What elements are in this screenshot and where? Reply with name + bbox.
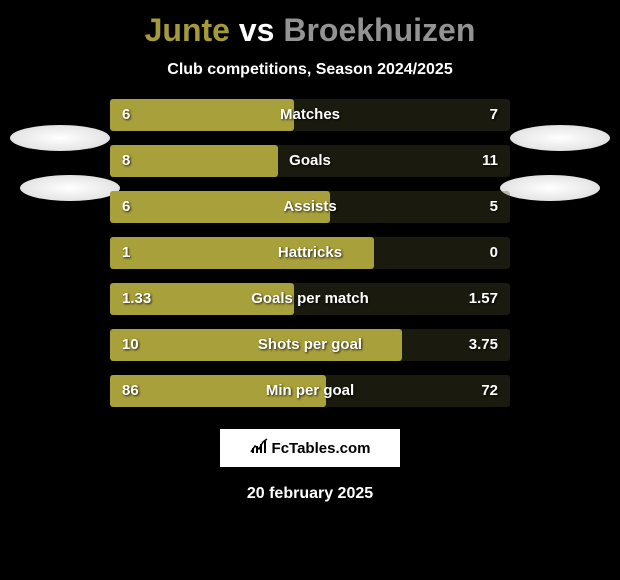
stat-label: Hattricks [110, 237, 510, 269]
chart-icon [250, 437, 268, 460]
stat-value-right: 1.57 [469, 283, 498, 315]
stat-label: Min per goal [110, 375, 510, 407]
stat-value-right: 0 [490, 237, 498, 269]
decorative-ellipse [20, 175, 120, 201]
stat-value-right: 72 [481, 375, 498, 407]
stat-value-right: 7 [490, 99, 498, 131]
stat-label: Shots per goal [110, 329, 510, 361]
stat-label: Goals [110, 145, 510, 177]
stat-value-right: 5 [490, 191, 498, 223]
decorative-ellipse [500, 175, 600, 201]
stat-row: 1 Hattricks 0 [110, 237, 510, 269]
stat-label: Goals per match [110, 283, 510, 315]
watermark-text: FcTables.com [272, 440, 371, 457]
stat-value-right: 11 [482, 145, 498, 177]
stat-row: 6 Assists 5 [110, 191, 510, 223]
stat-value-right: 3.75 [469, 329, 498, 361]
stat-row: 86 Min per goal 72 [110, 375, 510, 407]
stat-row: 10 Shots per goal 3.75 [110, 329, 510, 361]
vs-text: vs [239, 12, 275, 48]
stat-label: Assists [110, 191, 510, 223]
player2-name: Broekhuizen [283, 12, 475, 48]
player1-name: Junte [145, 12, 230, 48]
stat-row: 1.33 Goals per match 1.57 [110, 283, 510, 315]
stat-label: Matches [110, 99, 510, 131]
stat-row: 8 Goals 11 [110, 145, 510, 177]
subtitle: Club competitions, Season 2024/2025 [0, 61, 620, 79]
date-text: 20 february 2025 [0, 485, 620, 503]
stat-row: 6 Matches 7 [110, 99, 510, 131]
decorative-ellipse [10, 125, 110, 151]
watermark: FcTables.com [220, 429, 400, 467]
decorative-ellipse [510, 125, 610, 151]
comparison-title: Junte vs Broekhuizen [0, 0, 620, 49]
